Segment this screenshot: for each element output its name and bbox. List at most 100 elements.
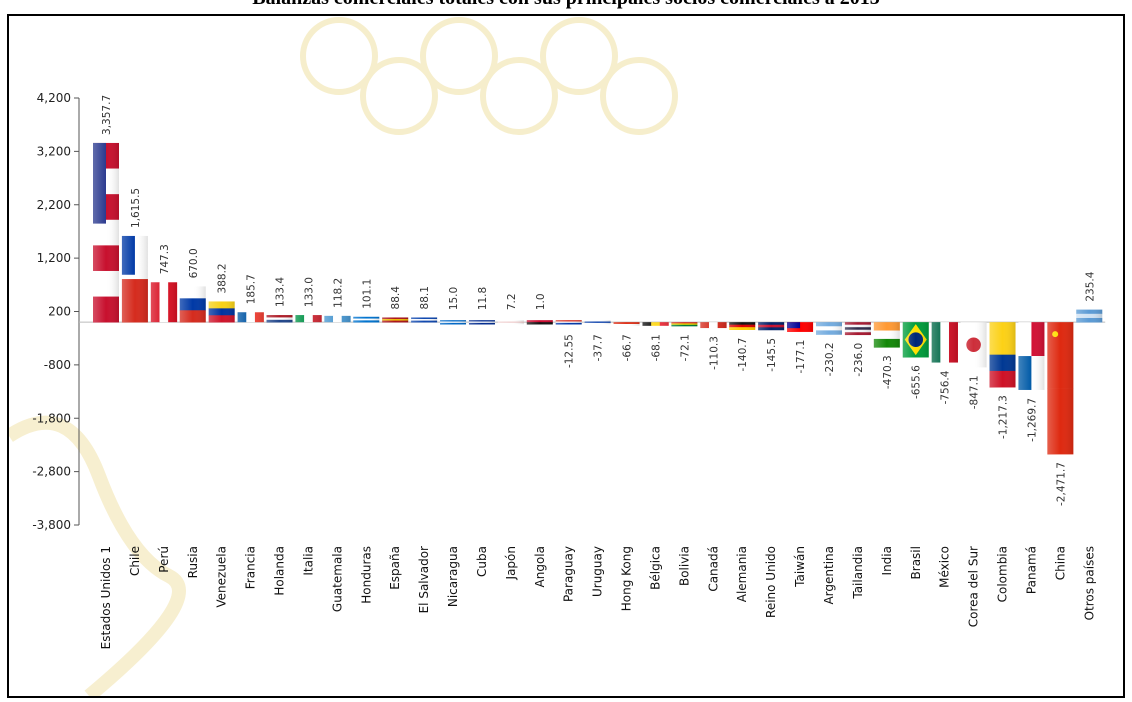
bar: [411, 317, 438, 323]
bar: [729, 322, 756, 330]
bar: [960, 322, 987, 368]
bar: [208, 301, 235, 323]
category-label: Argentina: [822, 546, 836, 605]
data-label: -177.1: [795, 340, 807, 374]
category-label: Canadá: [706, 546, 720, 592]
data-label: -1,217.3: [998, 395, 1010, 439]
category-label: Angola: [533, 546, 547, 587]
data-label: -37.7: [593, 334, 605, 361]
category-label: India: [880, 546, 894, 575]
watermark-shape: [9, 415, 186, 696]
category-label: Corea del Sur: [967, 546, 981, 627]
y-tick-label: -3,800: [32, 518, 71, 532]
y-tick-label: 4,200: [37, 91, 71, 105]
data-label: 11.8: [477, 287, 489, 310]
category-label: Alemania: [735, 546, 749, 602]
bar: [266, 315, 293, 323]
category-label: Taiwán: [793, 546, 807, 588]
bar-chart: 4,200 3,200 2,200 1,200 200 -800 -1,800 -2,800 -…: [9, 17, 1106, 696]
data-label: -230.2: [824, 342, 836, 376]
category-label: Italia: [301, 546, 315, 576]
y-tick-label: 2,200: [37, 198, 71, 212]
data-label: 88.1: [419, 286, 431, 309]
bar: [324, 315, 351, 323]
data-label: -66.7: [622, 334, 634, 361]
chart-frame: 4,200 3,200 2,200 1,200 200 -800 -1,800 -2,800 -…: [7, 14, 1125, 698]
bar: [931, 322, 958, 363]
data-labels: 3,357.7 1,615.5 747.3 670.0 388.2 185.7 133.4 1…: [101, 95, 1096, 506]
bar: [1047, 322, 1074, 455]
bar: [497, 320, 524, 325]
bar: [613, 322, 640, 327]
data-label: 235.4: [1084, 271, 1096, 301]
data-label: 388.2: [217, 263, 229, 293]
category-label: Bélgica: [648, 546, 662, 590]
data-label: -2,471.7: [1055, 462, 1067, 506]
bars: [93, 142, 1103, 455]
bar: [382, 317, 409, 323]
category-label: Chile: [128, 546, 142, 576]
bar: [844, 322, 871, 336]
data-label: -655.6: [911, 365, 923, 399]
watermark-shape: [480, 57, 558, 135]
data-label: -72.1: [679, 334, 691, 361]
category-label: Brasil: [909, 546, 923, 579]
data-label: -140.7: [737, 338, 749, 372]
bar: [758, 322, 785, 331]
watermark-shape: [300, 17, 378, 95]
bar: [1018, 322, 1045, 390]
data-label: -236.0: [853, 343, 865, 377]
data-label: -756.4: [940, 370, 952, 404]
category-label: México: [938, 546, 952, 588]
category-label: Nicaragua: [446, 546, 460, 607]
bar: [671, 322, 698, 327]
category-label: Hong Kong: [620, 546, 634, 611]
data-label: 1,615.5: [130, 188, 142, 228]
bar: [873, 322, 900, 348]
data-label: 747.3: [159, 244, 171, 274]
data-label: 3,357.7: [101, 95, 113, 135]
watermark-shape: [360, 57, 438, 135]
data-label: -145.5: [766, 338, 778, 372]
data-label: 670.0: [188, 248, 200, 278]
y-tick-label: 3,200: [37, 144, 71, 158]
bar: [179, 286, 206, 323]
bar: [526, 320, 553, 325]
bar: [1076, 309, 1103, 323]
category-label: Venezuela: [215, 546, 229, 608]
category-label: Paraguay: [562, 546, 576, 602]
y-tick-label: -2,800: [32, 465, 71, 479]
watermark-shape: [600, 57, 678, 135]
y-tick-label: -1,800: [32, 411, 71, 425]
category-label: Rusia: [186, 546, 200, 578]
bar: [295, 315, 322, 323]
data-label: -12.55: [564, 334, 576, 368]
data-label: 118.2: [332, 278, 344, 308]
category-label: Holanda: [273, 546, 287, 596]
category-label: Estados Unidos 1: [99, 546, 113, 649]
category-label: Guatemala: [330, 546, 344, 612]
category-label: China: [1053, 546, 1067, 580]
data-label: 88.4: [390, 286, 402, 310]
chart-title: Balanzas comerciales totales con sus pri…: [0, 0, 1132, 10]
data-label: 133.0: [303, 277, 315, 307]
data-label: 15.0: [448, 287, 460, 310]
y-axis: 4,200 3,200 2,200 1,200 200 -800 -1,800 -2,800 -…: [32, 91, 1106, 532]
y-tick-label: -800: [44, 358, 71, 372]
bar: [150, 282, 178, 323]
data-label: -470.3: [882, 355, 894, 389]
y-tick-label: 200: [48, 305, 71, 319]
data-label: -68.1: [650, 334, 662, 361]
category-label: Japón: [504, 546, 518, 580]
category-label: Bolivia: [677, 546, 691, 586]
category-label: Reino Unido: [764, 546, 778, 618]
bar: [787, 322, 814, 332]
watermark-shape: [540, 17, 618, 95]
category-label: Perú: [157, 546, 171, 573]
category-label: Colombia: [996, 546, 1010, 602]
data-label: -847.1: [969, 375, 981, 409]
background-watermark: [9, 17, 678, 696]
category-label: Cuba: [475, 546, 489, 577]
data-label: 1.0: [535, 293, 547, 310]
category-label: Uruguay: [591, 546, 605, 597]
